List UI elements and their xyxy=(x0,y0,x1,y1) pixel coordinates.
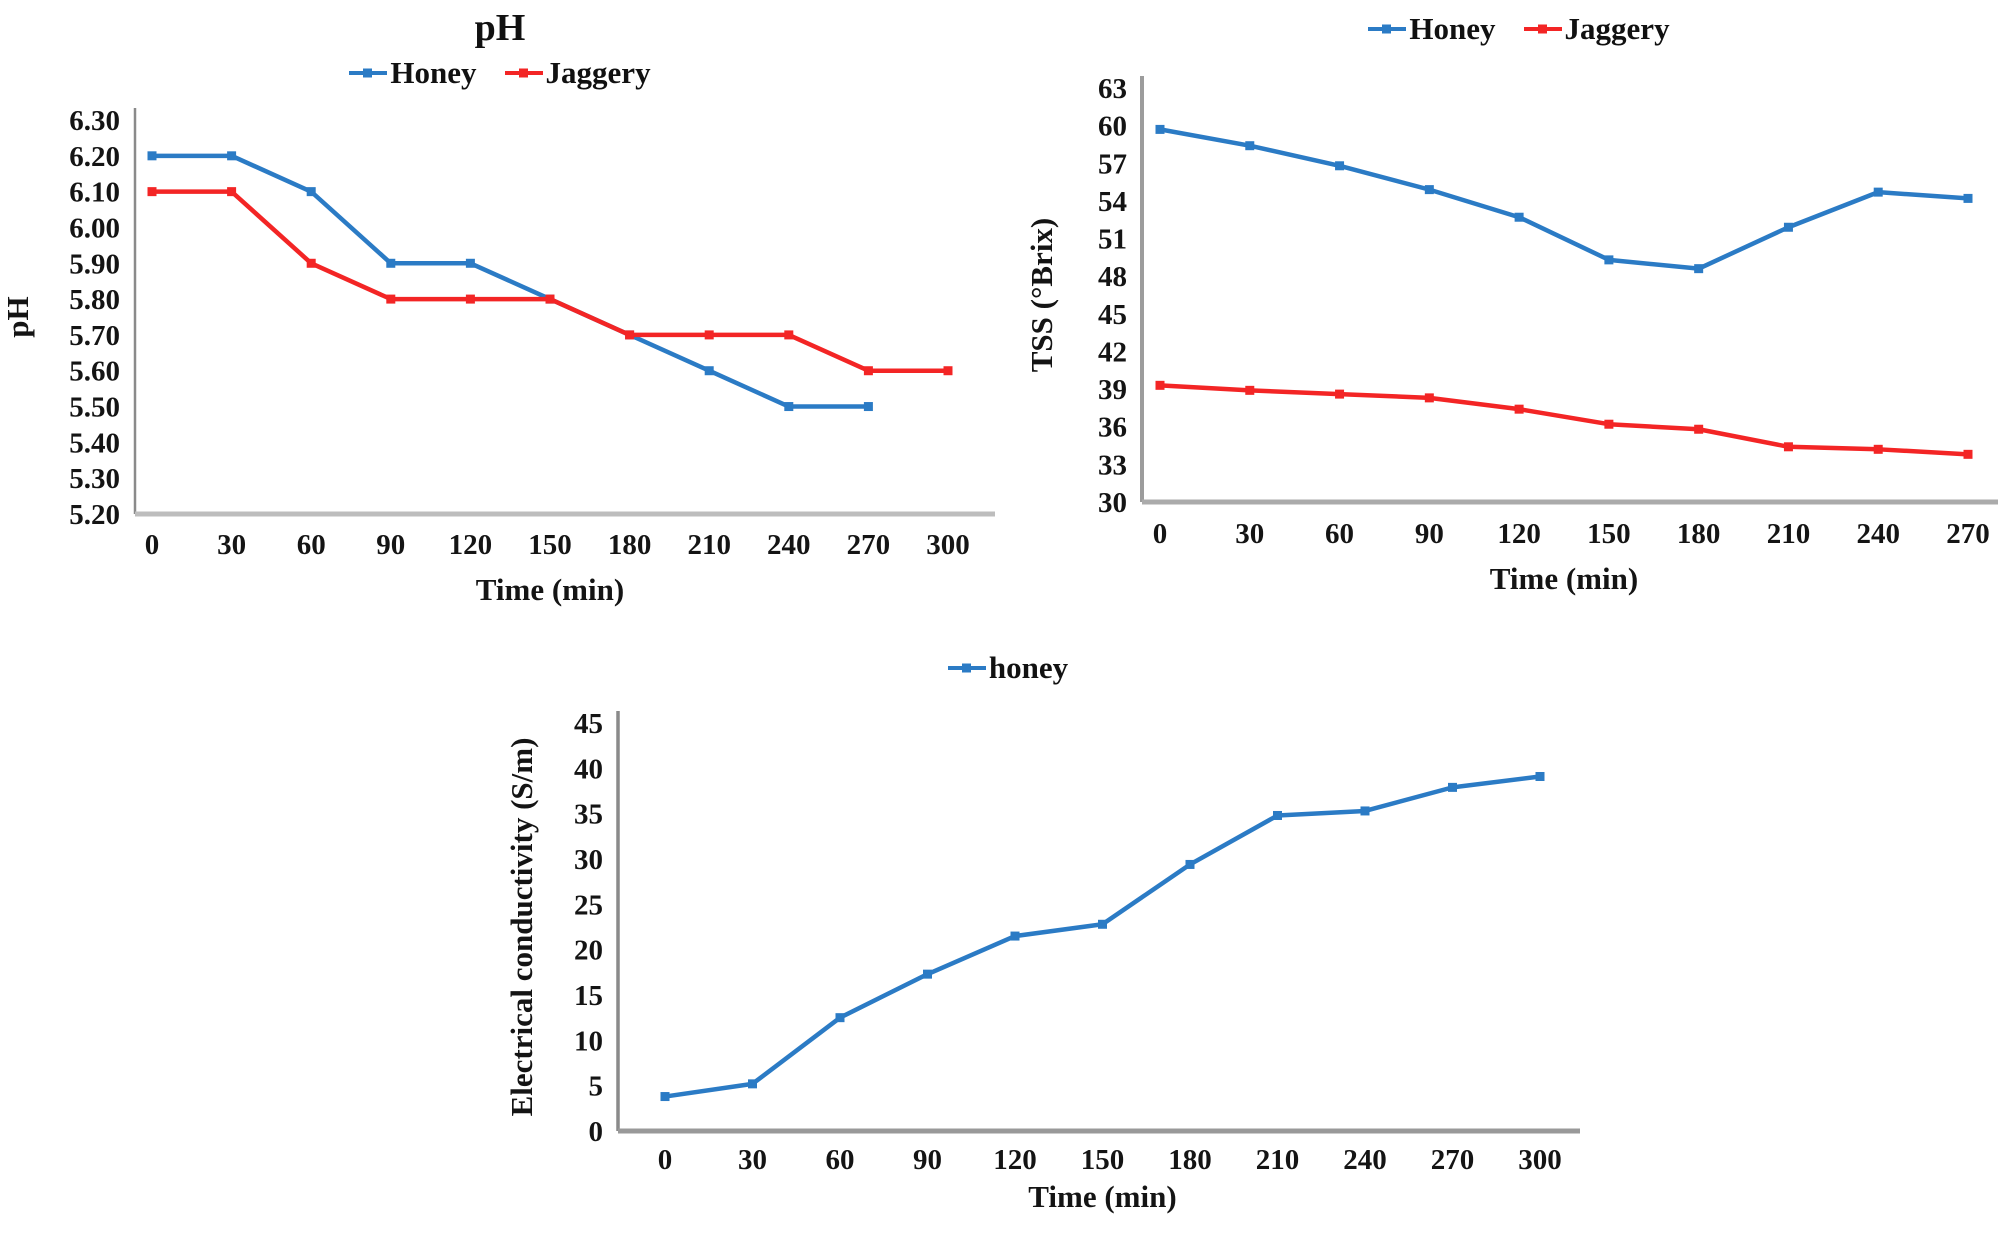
tss-chart-legend: Honey Jaggery xyxy=(1030,6,2008,52)
svg-text:20: 20 xyxy=(574,935,603,967)
svg-text:6.00: 6.00 xyxy=(69,212,120,244)
svg-text:270: 270 xyxy=(1431,1144,1475,1176)
svg-text:120: 120 xyxy=(1497,518,1541,550)
svg-text:30: 30 xyxy=(574,844,603,876)
legend-item: Honey xyxy=(349,55,477,91)
svg-text:pH: pH xyxy=(0,296,35,337)
svg-text:210: 210 xyxy=(1767,518,1811,550)
legend-label: Jaggery xyxy=(1564,11,1670,46)
svg-text:300: 300 xyxy=(926,529,970,561)
svg-text:180: 180 xyxy=(1168,1144,1212,1176)
svg-text:120: 120 xyxy=(449,529,493,561)
svg-text:30: 30 xyxy=(1235,518,1264,550)
svg-text:150: 150 xyxy=(1081,1144,1125,1176)
legend-label: Honey xyxy=(1409,11,1496,46)
svg-text:5.80: 5.80 xyxy=(69,284,120,316)
svg-text:60: 60 xyxy=(297,529,326,561)
svg-text:25: 25 xyxy=(574,889,603,921)
ec-chart-legend: honey xyxy=(428,645,1588,691)
svg-text:90: 90 xyxy=(376,529,405,561)
svg-text:90: 90 xyxy=(1415,518,1444,550)
svg-text:5.60: 5.60 xyxy=(69,356,120,388)
legend-series-marker-icon xyxy=(349,68,388,78)
svg-text:60: 60 xyxy=(1325,518,1354,550)
legend-label: honey xyxy=(988,650,1069,685)
svg-text:5.40: 5.40 xyxy=(69,427,120,459)
svg-text:270: 270 xyxy=(847,529,891,561)
legend-label: Jaggery xyxy=(545,55,651,90)
svg-text:270: 270 xyxy=(1946,518,1990,550)
svg-text:60: 60 xyxy=(826,1144,855,1176)
svg-text:45: 45 xyxy=(574,708,603,740)
ec-chart: honey 0 5 10 15 20 25 30 35 40 45 0 30 60 90 120 150 180… xyxy=(428,645,1588,1219)
svg-text:90: 90 xyxy=(913,1144,942,1176)
svg-text:180: 180 xyxy=(1677,518,1721,550)
svg-text:36: 36 xyxy=(1098,412,1127,444)
svg-text:0: 0 xyxy=(145,529,160,561)
legend-item: honey xyxy=(947,650,1069,686)
ph-plot-area: 5.20 5.30 5.405.50 5.60 5.70 5.80 5.90 6.006.10… xyxy=(0,105,995,607)
svg-text:35: 35 xyxy=(574,799,603,831)
legend-series-marker-icon xyxy=(504,68,543,78)
svg-text:5.30: 5.30 xyxy=(69,463,120,495)
svg-text:5.20: 5.20 xyxy=(69,499,120,531)
svg-text:Time (min): Time (min) xyxy=(1028,1179,1176,1214)
legend-label: Honey xyxy=(390,55,477,90)
legend-series-marker-icon xyxy=(947,663,986,673)
svg-text:5: 5 xyxy=(589,1071,604,1103)
svg-text:TSS (°Brix): TSS (°Brix) xyxy=(1030,218,1059,373)
svg-text:0: 0 xyxy=(658,1144,673,1176)
svg-text:48: 48 xyxy=(1098,261,1127,293)
svg-text:150: 150 xyxy=(528,529,572,561)
tss-chart: Honey Jaggery 30 33 36 39 42 45 48 51 54 57 60 63 0 30… xyxy=(1030,6,2008,627)
legend-item: Jaggery xyxy=(1523,11,1670,47)
svg-text:42: 42 xyxy=(1098,336,1127,368)
svg-text:150: 150 xyxy=(1587,518,1631,550)
legend-item: Jaggery xyxy=(504,55,651,91)
svg-text:30: 30 xyxy=(1098,487,1127,519)
svg-text:5.90: 5.90 xyxy=(69,248,120,280)
ph-chart: pH Honey Jaggery 5.20 5.30 5.40 5.50 5.60 5.70… xyxy=(0,6,1000,621)
svg-text:240: 240 xyxy=(1856,518,1900,550)
svg-text:6.30: 6.30 xyxy=(69,105,120,137)
svg-text:210: 210 xyxy=(687,529,731,561)
svg-text:180: 180 xyxy=(608,529,652,561)
svg-text:Time (min): Time (min) xyxy=(476,572,624,607)
tss-plot-area: 30 33 36 39 42 45 48 51 54 57 60 63 0 30 60 90 120 150 180… xyxy=(1030,73,1998,596)
svg-text:0: 0 xyxy=(1153,518,1168,550)
svg-text:30: 30 xyxy=(738,1144,767,1176)
svg-text:0: 0 xyxy=(589,1116,604,1148)
svg-text:5.50: 5.50 xyxy=(69,392,120,424)
svg-text:15: 15 xyxy=(574,980,603,1012)
svg-text:51: 51 xyxy=(1098,224,1127,256)
svg-text:54: 54 xyxy=(1098,186,1127,218)
ec-plot-area: 0 5 10 15 20 25 30 35 40 45 0 30 60 90 120 150 180 210 240… xyxy=(504,708,1580,1214)
legend-series-marker-icon xyxy=(1523,24,1562,34)
ph-chart-title: pH xyxy=(474,7,526,49)
svg-text:240: 240 xyxy=(1343,1144,1387,1176)
svg-text:33: 33 xyxy=(1098,449,1127,481)
svg-text:30: 30 xyxy=(217,529,246,561)
svg-text:120: 120 xyxy=(993,1144,1037,1176)
svg-text:39: 39 xyxy=(1098,374,1127,406)
svg-text:6.20: 6.20 xyxy=(69,141,120,173)
svg-text:Time (min): Time (min) xyxy=(1490,561,1638,596)
svg-text:60: 60 xyxy=(1098,111,1127,143)
legend-item: Honey xyxy=(1368,11,1496,47)
ph-chart-legend: Honey Jaggery xyxy=(0,50,1000,96)
svg-text:63: 63 xyxy=(1098,73,1127,105)
svg-text:40: 40 xyxy=(574,753,603,785)
svg-text:210: 210 xyxy=(1256,1144,1300,1176)
svg-text:10: 10 xyxy=(574,1025,603,1057)
svg-text:Electrical conductivity (S/m): Electrical conductivity (S/m) xyxy=(504,738,539,1117)
svg-text:45: 45 xyxy=(1098,299,1127,331)
svg-text:57: 57 xyxy=(1098,148,1127,180)
svg-text:240: 240 xyxy=(767,529,811,561)
svg-text:5.70: 5.70 xyxy=(69,320,120,352)
svg-text:300: 300 xyxy=(1518,1144,1562,1176)
svg-text:6.10: 6.10 xyxy=(69,177,120,209)
legend-series-marker-icon xyxy=(1368,24,1407,34)
